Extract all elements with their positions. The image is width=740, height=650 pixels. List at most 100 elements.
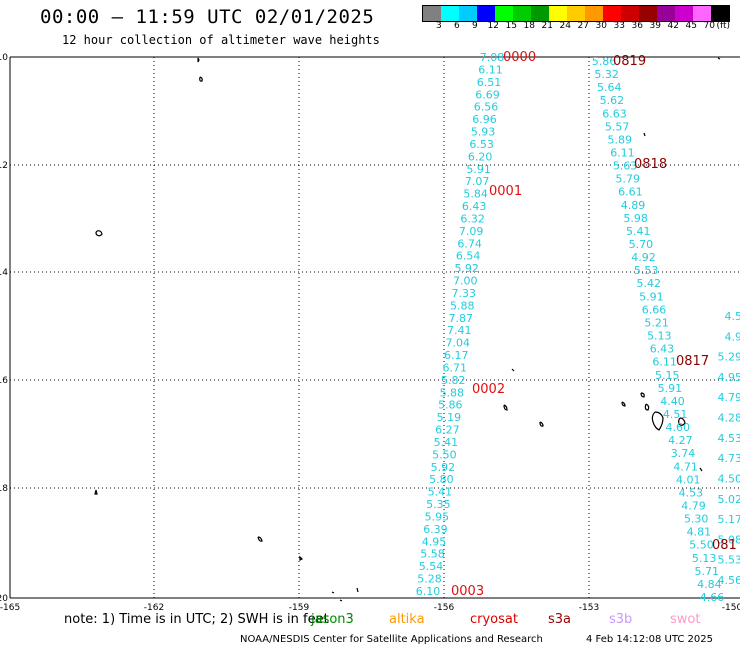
wave-height-value: 5.71 — [694, 565, 719, 578]
x-tick-label: -156 — [434, 603, 455, 613]
wave-height-value: 5.92 — [454, 262, 479, 275]
x-tick-label: -162 — [144, 603, 164, 613]
wave-height-value: 5.41 — [428, 486, 453, 499]
y-tick-label: -16 — [0, 376, 8, 386]
wave-height-value: 4.56 — [718, 574, 740, 587]
wave-height-value: 5.84 — [463, 188, 488, 201]
wave-height-value: 4.50 — [718, 472, 740, 485]
legend-label: 39 — [649, 21, 661, 31]
wave-height-value: 5.29 — [718, 351, 740, 364]
legend-label: 30 — [595, 21, 607, 31]
y-tick-label: -12 — [0, 161, 8, 171]
wave-height-value: 5.50 — [689, 539, 714, 552]
wave-height-value: 5.21 — [644, 316, 669, 329]
page-subtitle: 12 hour collection of altimeter wave hei… — [62, 33, 380, 47]
legend-swatch — [513, 6, 531, 21]
wave-height-value: 4.60 — [666, 421, 691, 434]
wave-height-value: 5.63 — [613, 160, 638, 173]
wave-height-value: 5.19 — [437, 411, 462, 424]
time-marker-label: 0819 — [613, 54, 646, 69]
legend-label: 33 — [613, 21, 625, 31]
wave-height-value: 7.07 — [465, 175, 490, 188]
y-tick-label: -18 — [0, 484, 8, 494]
wave-height-value: 6.51 — [477, 76, 502, 89]
legend-swatch — [693, 6, 711, 21]
wave-height-value: 7.41 — [447, 324, 472, 337]
legend-swatch — [603, 6, 621, 21]
wave-height-value: 5.91 — [658, 382, 683, 395]
wave-height-value: 6.27 — [435, 424, 460, 437]
wave-height-value: 4.95 — [718, 371, 740, 384]
footer-timestamp: 4 Feb 14:12:08 UTC 2025 — [586, 634, 713, 645]
wave-height-value: 4.9 — [725, 330, 740, 343]
wave-height-value: 5.91 — [639, 290, 664, 303]
wave-height-value: 6.61 — [618, 186, 643, 199]
wave-height-value: 6.11 — [652, 356, 677, 369]
wave-height-value: 7.00 — [453, 275, 478, 288]
wave-height-value: 5.13 — [647, 330, 672, 343]
legend-label: (ft) — [716, 21, 731, 31]
legend-swatch — [585, 6, 603, 21]
footer-credit: NOAA/NESDIS Center for Satellite Applica… — [240, 634, 543, 645]
wave-height-value: 4.81 — [687, 526, 712, 539]
y-tick-label: -20 — [0, 594, 8, 604]
x-tick-label: -150 — [722, 603, 740, 613]
wave-height-value: 5.62 — [600, 94, 625, 107]
wave-height-value: 4.01 — [676, 473, 701, 486]
wave-height-value: 5.50 — [432, 448, 457, 461]
legend-label: 9 — [472, 21, 478, 31]
legend-label: 36 — [631, 21, 643, 31]
legend-swatch — [441, 6, 459, 21]
legend-label: 6 — [454, 21, 460, 31]
wave-height-value: 5.41 — [434, 436, 459, 449]
wave-height-value: 6.56 — [474, 101, 499, 114]
legend-swatch — [657, 6, 675, 21]
wave-height-value: 5.30 — [684, 513, 709, 526]
wave-height-value: 7.87 — [448, 312, 473, 325]
wave-height-value: 4.89 — [621, 199, 646, 212]
wave-height-value: 4.40 — [660, 395, 685, 408]
legend-swatch — [675, 6, 693, 21]
wave-height-value: 6.43 — [462, 200, 487, 213]
time-marker-label: 0000 — [503, 50, 536, 65]
legend-swatch — [495, 6, 513, 21]
wave-height-value: 5.91 — [466, 163, 491, 176]
wave-height-value: 5.98 — [623, 212, 648, 225]
legend-label: 42 — [667, 21, 679, 31]
wave-height-value: 7.08 — [480, 51, 505, 64]
wave-height-value: 5.57 — [605, 120, 630, 133]
wave-height-value: 5.41 — [626, 225, 651, 238]
wave-height-value: 5.86 — [438, 399, 463, 412]
time-marker-label: 0818 — [634, 157, 667, 172]
legend-label: 3 — [436, 21, 442, 31]
wave-height-value: 5.95 — [425, 510, 450, 523]
wave-height-value: 4.53 — [718, 432, 740, 445]
wave-height-value: 5.28 — [417, 573, 442, 586]
time-marker-label: 0003 — [451, 584, 484, 599]
wave-height-value: 6.69 — [475, 88, 500, 101]
x-tick-label: -159 — [289, 603, 310, 613]
wave-height-value: 6.66 — [642, 303, 667, 316]
note-text: note: 1) Time is in UTC; 2) SWH is in fe… — [64, 612, 329, 627]
legend-swatch — [531, 6, 549, 21]
wave-height-value: 6.74 — [457, 237, 482, 250]
legend-label: 12 — [487, 21, 499, 31]
wave-height-value: 6.54 — [456, 250, 481, 263]
legend-label: 21 — [541, 21, 553, 31]
wave-height-value: 5.53 — [718, 554, 740, 567]
y-tick-label: -14 — [0, 268, 8, 278]
wave-height-value: 5.88 — [450, 299, 475, 312]
legend-label: 15 — [505, 21, 517, 31]
wave-height-value: 5.58 — [420, 548, 445, 561]
wave-height-value: 6.17 — [444, 349, 469, 362]
time-marker-label: 0001 — [489, 184, 522, 199]
wave-height-value: 4.92 — [631, 251, 656, 264]
wave-height-value: 5.64 — [597, 81, 622, 94]
wave-height-value: 7.04 — [446, 337, 471, 350]
wave-height-value: 5.93 — [471, 126, 496, 139]
time-marker-label: 0002 — [472, 382, 505, 397]
wave-height-value: 5.32 — [594, 68, 619, 81]
y-tick-label: -10 — [0, 53, 8, 63]
wave-height-value: 4.28 — [718, 412, 740, 425]
